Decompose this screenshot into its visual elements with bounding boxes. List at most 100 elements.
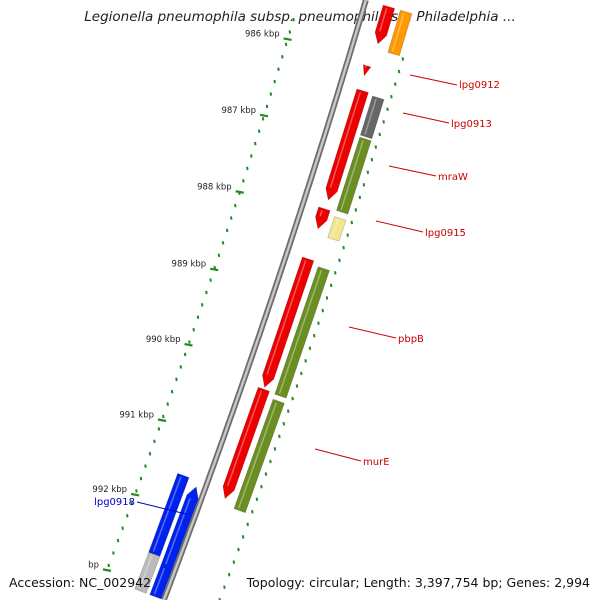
track-dot: [295, 384, 299, 388]
track-dot: [358, 195, 362, 200]
gene-labels: lpg0912 lpg0913 mraW lpg0915 pbpB murE lpg0918: [94, 74, 500, 515]
track-dot: [227, 572, 231, 577]
track-dot: [265, 104, 269, 109]
track-dot: [250, 154, 253, 158]
track-dot: [390, 94, 393, 99]
gene-label-lpg0913[interactable]: lpg0913: [451, 119, 492, 130]
track-dot: [342, 245, 345, 250]
track-dot: [153, 439, 156, 444]
track-dot: [251, 510, 254, 514]
track-dot: [393, 82, 397, 86]
gene-leader-line: [314, 448, 362, 462]
tick-mark: [235, 190, 244, 194]
track-dot: [148, 451, 152, 456]
track-dot: [269, 92, 273, 96]
gene-label-lpg0918[interactable]: lpg0918: [94, 497, 135, 508]
tick-label: bp: [88, 560, 99, 570]
feature-highlight: [278, 269, 323, 394]
track-dot: [257, 129, 261, 133]
gene-feature: [134, 551, 161, 594]
track-dot: [223, 585, 226, 589]
track-dot: [370, 157, 374, 162]
gene-feature: [362, 64, 372, 77]
track-dot: [112, 551, 115, 555]
track-dot: [264, 472, 268, 476]
track-dot: [246, 522, 249, 527]
gene-leader-line: [409, 74, 458, 86]
gene-feature: [374, 4, 396, 45]
track-dot: [338, 258, 341, 263]
feature-highlight: [238, 402, 278, 509]
track-dot: [286, 409, 290, 413]
track-dot: [221, 241, 225, 245]
feature-highlight: [153, 567, 165, 595]
feature-highlight: [364, 98, 377, 135]
track-dot: [261, 117, 265, 121]
gene-label-lpg0912[interactable]: lpg0912: [459, 80, 500, 91]
track-dot: [139, 476, 143, 481]
gene-leader-line: [348, 326, 397, 339]
track-dot: [260, 484, 263, 489]
track-dot: [200, 303, 204, 307]
gene-label-lpg0915[interactable]: lpg0915: [425, 228, 466, 239]
feature-highlight: [319, 209, 323, 217]
gene-feature: [387, 9, 413, 57]
gene-leader-line: [375, 220, 424, 233]
track-dot: [321, 308, 324, 313]
gene-label-pbpB[interactable]: pbpB: [398, 334, 424, 345]
accession-label: Accession: NC_002942: [9, 575, 152, 590]
track-dot: [273, 79, 276, 84]
track-dot: [273, 447, 277, 451]
tick-mark: [209, 267, 219, 272]
track-dot: [246, 166, 249, 171]
topology-label: Topology: circular; Length: 3,397,754 bp…: [246, 575, 590, 590]
tick-label: 987 kbp: [221, 106, 256, 116]
track-dot: [255, 497, 259, 501]
gene-feature: [274, 266, 330, 399]
tick-label: 992 kbp: [92, 485, 127, 495]
track-dot: [397, 69, 401, 74]
gene-leader-line: [388, 165, 437, 177]
gene-label-mraW[interactable]: mraW: [438, 172, 468, 183]
track-dot: [277, 67, 280, 71]
track-dot: [209, 278, 212, 282]
track-dot: [312, 333, 316, 338]
track-dot: [362, 183, 366, 187]
track-dot: [254, 141, 257, 146]
track-dot: [225, 228, 229, 233]
track-dot: [234, 203, 237, 208]
track-dot: [288, 30, 292, 34]
track-dot: [135, 489, 138, 493]
track-dot: [366, 170, 370, 174]
feature-highlight: [391, 13, 405, 52]
track-dot: [157, 427, 161, 431]
tick-label: 986 kbp: [245, 29, 280, 39]
track-dot: [241, 535, 245, 539]
genome-backbone: [160, 0, 369, 600]
tick-label: 990 kbp: [146, 335, 181, 345]
track-dot: [121, 526, 124, 530]
track-dot: [282, 421, 286, 426]
track-dot: [291, 396, 294, 401]
track-dot: [144, 464, 147, 468]
gene-leader-line: [402, 112, 450, 124]
track-dot: [378, 132, 381, 137]
track-dot: [304, 359, 307, 363]
track-dot: [346, 233, 349, 237]
tick-mark: [283, 37, 292, 42]
tick-label: 989 kbp: [172, 260, 207, 270]
track-dot: [284, 42, 288, 47]
track-dot: [329, 283, 333, 288]
tick-dot-track: [107, 17, 405, 600]
track-dot: [237, 547, 240, 552]
track-dot: [325, 296, 329, 300]
feature-highlight: [165, 498, 191, 565]
gene-feature: [325, 88, 369, 201]
gene-label-murE[interactable]: murE: [363, 457, 390, 468]
gene-feature: [327, 216, 347, 242]
track-dot: [292, 17, 295, 22]
track-dot: [126, 514, 129, 518]
track-dot: [278, 434, 281, 439]
feature-highlight: [138, 555, 153, 589]
